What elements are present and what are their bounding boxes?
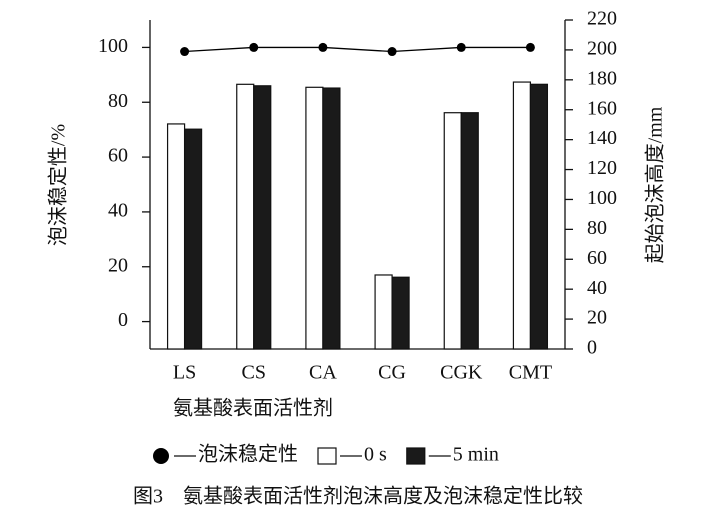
legend-label: 0 s bbox=[364, 444, 387, 466]
y2-tick-label: 120 bbox=[587, 157, 617, 179]
x-tick-label: CA bbox=[309, 362, 337, 384]
y2-tick-label: 180 bbox=[587, 67, 617, 89]
point bbox=[456, 42, 466, 52]
y2-tick-label: 40 bbox=[587, 277, 607, 299]
point bbox=[180, 47, 190, 57]
y2-tick-label: 100 bbox=[587, 187, 617, 209]
bar bbox=[374, 274, 393, 350]
bar bbox=[183, 128, 203, 350]
bar bbox=[236, 83, 255, 350]
legend-symbol bbox=[406, 447, 426, 465]
x-tick-label: CGK bbox=[440, 362, 483, 384]
y2-tick-label: 20 bbox=[587, 307, 607, 329]
point bbox=[387, 47, 397, 57]
x-tick-label: CG bbox=[378, 362, 406, 384]
y2-tick-label: 160 bbox=[587, 97, 617, 119]
y-tick-label: 60 bbox=[108, 145, 128, 167]
bar bbox=[305, 86, 324, 350]
y-tick-label: 0 bbox=[118, 309, 128, 331]
x-tick-label: CMT bbox=[509, 362, 552, 384]
line bbox=[184, 46, 531, 53]
y-tick-label: 100 bbox=[98, 35, 128, 57]
y2-tick-label: 80 bbox=[587, 217, 607, 239]
x-axis-label: 氨基酸表面活性剂 bbox=[173, 397, 333, 420]
y-tick-label: 20 bbox=[108, 254, 128, 276]
y2-tick-label: 0 bbox=[587, 337, 597, 359]
y2-tick-label: 140 bbox=[587, 127, 617, 149]
point bbox=[318, 42, 328, 52]
bar bbox=[460, 112, 479, 350]
y-axis-label: 泡沫稳定性/% bbox=[47, 124, 70, 246]
legend-label: 泡沫稳定性 bbox=[198, 443, 298, 466]
y2-tick-label: 60 bbox=[587, 247, 607, 269]
bar bbox=[529, 83, 549, 350]
y-tick-label: 40 bbox=[108, 200, 128, 222]
x-tick-label: CS bbox=[242, 362, 266, 384]
bar bbox=[391, 276, 410, 350]
legend-label: 5 min bbox=[453, 444, 499, 466]
y2-axis-label: 起始泡沫高度/mm bbox=[644, 106, 667, 263]
legend-symbol bbox=[153, 448, 169, 464]
bar bbox=[166, 123, 186, 350]
legend-symbol bbox=[317, 447, 337, 465]
bar bbox=[443, 112, 462, 350]
caption: 图3 氨基酸表面活性剂泡沫高度及泡沫稳定性比较 bbox=[133, 485, 583, 508]
y-tick-label: 80 bbox=[108, 90, 128, 112]
y2-tick-label: 220 bbox=[587, 8, 617, 30]
bar bbox=[322, 87, 341, 350]
point bbox=[249, 42, 259, 52]
x-tick-label: LS bbox=[173, 362, 196, 384]
y2-tick-label: 200 bbox=[587, 38, 617, 60]
point bbox=[525, 42, 535, 52]
bar bbox=[253, 85, 272, 350]
bar bbox=[512, 81, 532, 350]
